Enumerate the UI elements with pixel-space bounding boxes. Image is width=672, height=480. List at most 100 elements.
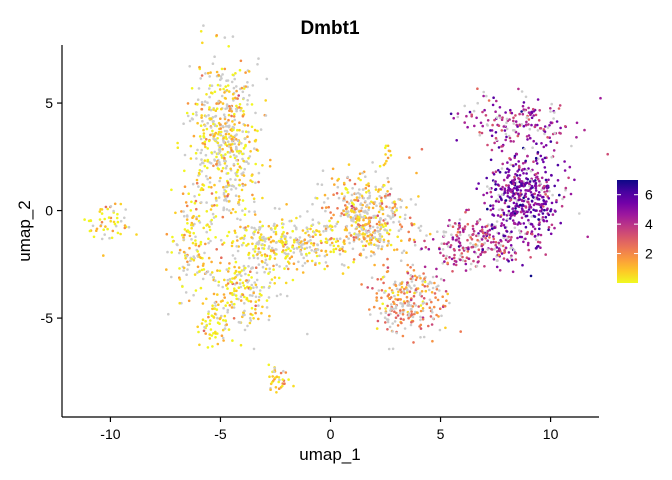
data-point: [241, 152, 244, 156]
data-point: [286, 246, 289, 249]
data-point: [236, 162, 240, 166]
data-point: [537, 223, 541, 226]
data-point: [511, 270, 515, 274]
data-point: [414, 278, 418, 282]
data-point: [494, 243, 498, 247]
data-point: [187, 299, 191, 303]
data-point: [500, 222, 504, 225]
data-point: [377, 210, 381, 214]
data-point: [435, 287, 439, 291]
data-point: [107, 216, 111, 219]
data-point: [457, 227, 460, 231]
data-point: [502, 211, 506, 215]
data-point: [182, 250, 186, 254]
data-point: [553, 111, 556, 114]
data-point: [323, 193, 327, 197]
data-point: [330, 237, 333, 240]
data-point: [234, 194, 238, 197]
data-point: [274, 230, 278, 234]
data-point: [494, 136, 498, 140]
data-point: [526, 243, 530, 247]
data-point: [235, 170, 239, 174]
data-point: [456, 115, 460, 119]
data-point: [504, 246, 508, 250]
data-point: [245, 160, 248, 163]
data-point: [112, 220, 116, 224]
data-point: [223, 91, 226, 94]
data-point: [174, 211, 177, 215]
data-point: [187, 263, 191, 267]
data-point: [451, 225, 455, 228]
data-point: [407, 312, 411, 315]
data-point: [165, 268, 168, 271]
data-point: [250, 306, 254, 310]
data-point: [297, 239, 301, 242]
data-point: [512, 122, 516, 125]
data-point: [338, 252, 342, 256]
data-point: [364, 223, 367, 226]
data-point: [368, 202, 372, 205]
data-point: [379, 312, 383, 315]
data-point: [375, 299, 378, 302]
data-point: [250, 226, 254, 229]
data-point: [393, 205, 397, 208]
data-point: [417, 195, 420, 198]
data-point: [199, 30, 203, 33]
data-point: [389, 217, 393, 220]
data-point: [435, 285, 438, 289]
data-point: [237, 195, 241, 198]
data-point: [467, 247, 470, 251]
data-point: [244, 71, 247, 74]
data-point: [304, 231, 307, 235]
data-point: [518, 112, 521, 116]
data-point: [284, 248, 288, 252]
data-point: [366, 234, 370, 238]
data-point: [464, 269, 468, 272]
data-point: [362, 248, 365, 251]
data-point: [231, 135, 235, 139]
data-point: [217, 284, 220, 287]
x-axis-label: umap_1: [299, 445, 360, 464]
data-point: [211, 276, 215, 279]
data-point: [231, 120, 234, 123]
data-point: [186, 114, 190, 118]
data-point: [361, 224, 365, 227]
data-point: [197, 87, 201, 90]
data-point: [346, 191, 350, 194]
data-point: [208, 333, 211, 336]
data-point: [197, 244, 201, 248]
data-point: [539, 233, 543, 237]
data-point: [206, 147, 209, 150]
data-point: [178, 248, 182, 252]
data-point: [200, 148, 203, 152]
data-point: [534, 156, 538, 160]
data-point: [183, 233, 186, 237]
data-point: [204, 272, 208, 275]
data-point: [258, 220, 262, 224]
data-point: [331, 167, 335, 171]
data-point: [539, 182, 542, 185]
data-point: [199, 286, 203, 290]
data-point: [458, 248, 461, 252]
data-point: [221, 336, 225, 340]
data-point: [268, 257, 272, 261]
data-point: [428, 306, 432, 310]
data-point: [238, 128, 241, 132]
data-point: [403, 327, 407, 330]
data-point: [250, 283, 254, 287]
data-point: [335, 237, 339, 241]
data-point: [419, 304, 423, 307]
data-point: [439, 277, 443, 281]
data-point: [441, 248, 445, 251]
data-point: [225, 323, 228, 326]
data-point: [530, 110, 533, 114]
data-point: [268, 267, 272, 271]
data-point: [243, 302, 246, 305]
data-point: [215, 102, 218, 105]
data-point: [394, 297, 397, 301]
data-point: [207, 310, 210, 314]
data-point: [461, 255, 464, 259]
data-point: [192, 134, 196, 138]
data-point: [190, 87, 194, 90]
data-point: [186, 260, 189, 264]
